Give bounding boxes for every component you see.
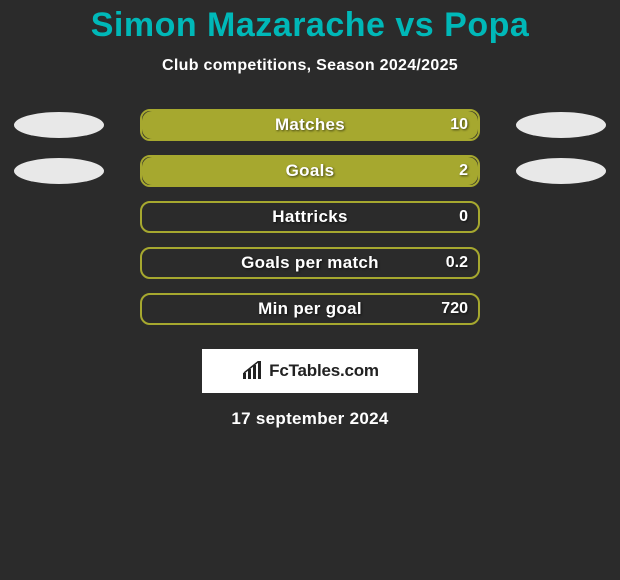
- date-text: 17 september 2024: [0, 409, 620, 429]
- player-right-ellipse: [516, 158, 606, 184]
- stat-bar: Min per goal720: [140, 293, 480, 325]
- stat-value: 0.2: [446, 249, 468, 277]
- player-right-ellipse: [516, 112, 606, 138]
- stats-container: Matches10 Goals2 Hattricks0 Goals per match…: [0, 109, 620, 325]
- stat-value: 2: [459, 157, 468, 185]
- stat-value: 720: [441, 295, 468, 323]
- stat-label: Goals: [142, 157, 478, 185]
- stat-row: Min per goal720: [0, 293, 620, 325]
- stat-value: 10: [450, 111, 468, 139]
- stat-bar: Goals per match0.2: [140, 247, 480, 279]
- stat-label: Hattricks: [142, 203, 478, 231]
- player-left-ellipse: [14, 112, 104, 138]
- brand-box: FcTables.com: [202, 349, 418, 393]
- stat-label: Matches: [142, 111, 478, 139]
- stat-row: Hattricks0: [0, 201, 620, 233]
- chart-icon: [241, 361, 265, 381]
- brand-text: FcTables.com: [269, 361, 379, 381]
- subtitle: Club competitions, Season 2024/2025: [0, 57, 620, 75]
- stat-bar: Matches10: [140, 109, 480, 141]
- stat-value: 0: [459, 203, 468, 231]
- stat-label: Min per goal: [142, 295, 478, 323]
- player-left-ellipse: [14, 158, 104, 184]
- stat-row: Goals2: [0, 155, 620, 187]
- page-title: Simon Mazarache vs Popa: [0, 0, 620, 45]
- stat-row: Matches10: [0, 109, 620, 141]
- stat-label: Goals per match: [142, 249, 478, 277]
- stat-row: Goals per match0.2: [0, 247, 620, 279]
- stat-bar: Hattricks0: [140, 201, 480, 233]
- stat-bar: Goals2: [140, 155, 480, 187]
